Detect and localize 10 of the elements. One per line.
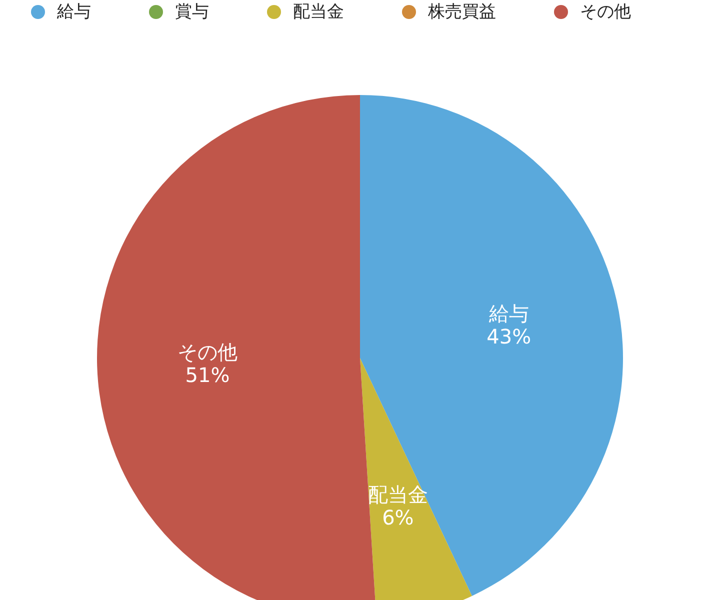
legend-label: 配当金: [293, 2, 344, 22]
legend-label: 賞与: [175, 2, 209, 22]
legend-label: 株売買益: [428, 2, 496, 22]
data-label: 6%: [382, 506, 414, 530]
legend-label: 給与: [57, 2, 91, 22]
data-label: 51%: [185, 362, 230, 387]
data-label: 43%: [486, 324, 532, 349]
slice-label: 給与: [488, 302, 529, 326]
slice-label: その他: [178, 340, 238, 364]
legend-label: その他: [580, 2, 631, 22]
